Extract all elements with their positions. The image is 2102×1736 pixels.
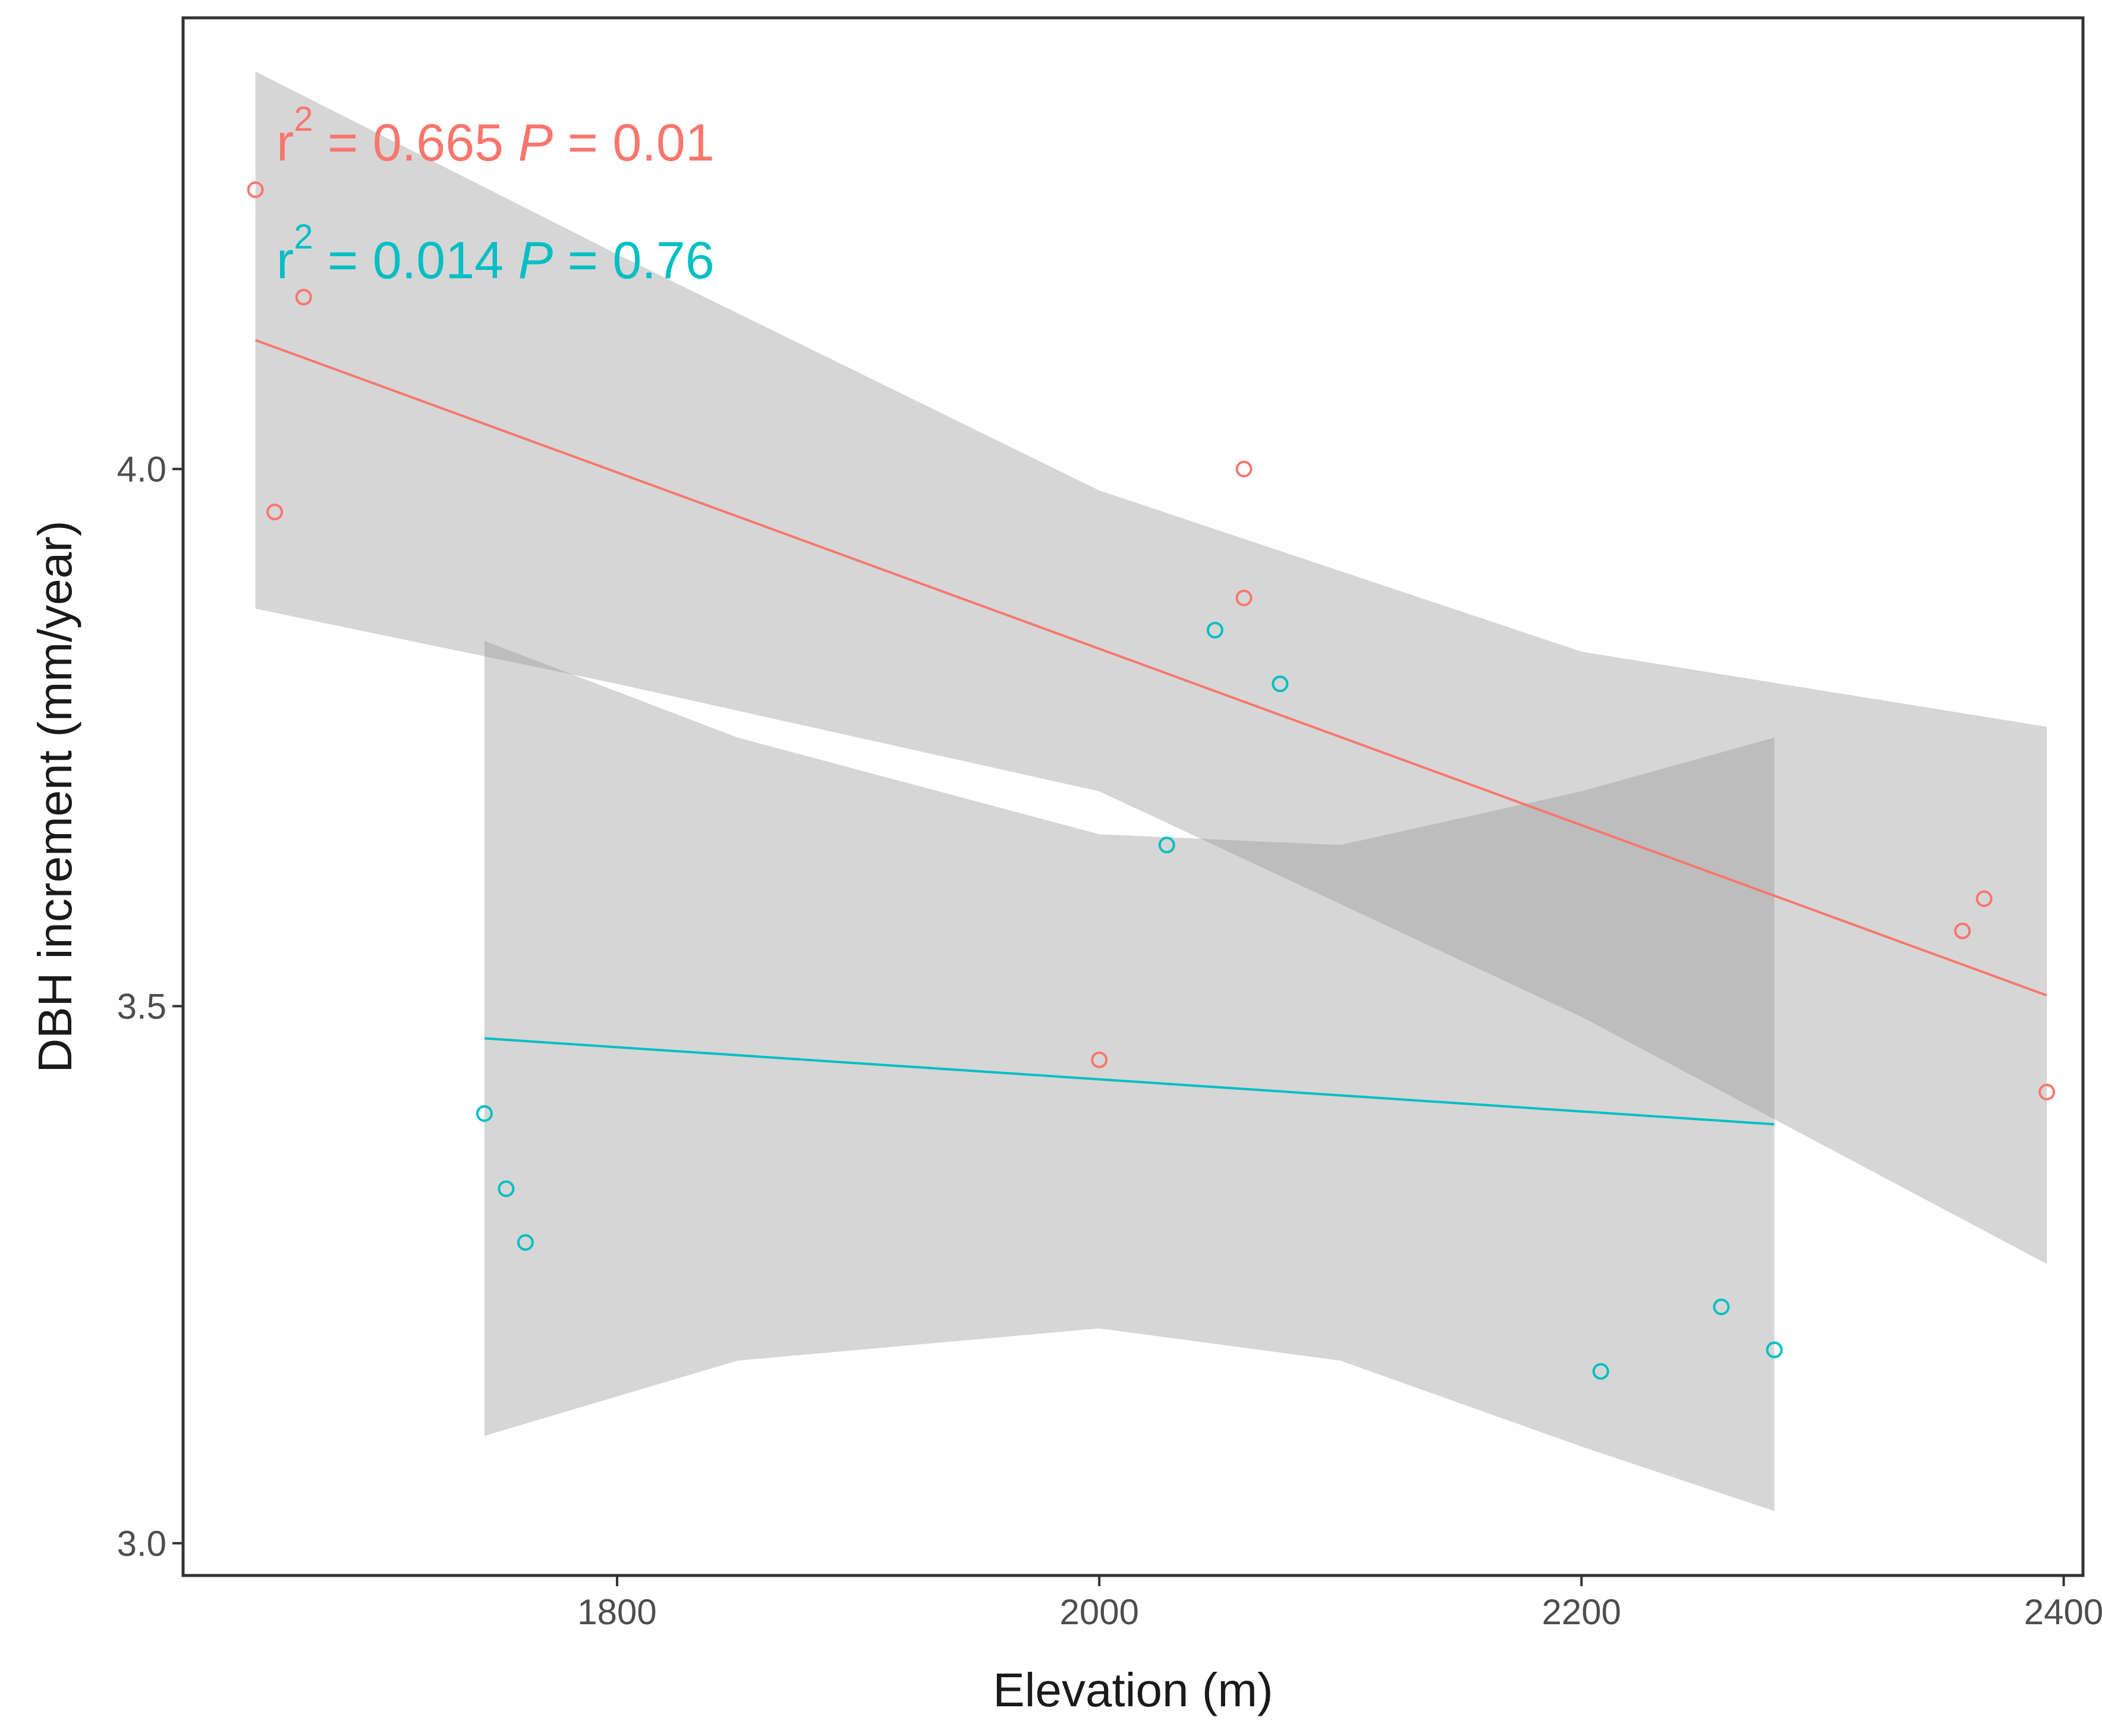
x-tick-label: 2000: [1059, 1592, 1138, 1632]
point-red: [1954, 922, 1971, 939]
point-red: [1975, 890, 1993, 907]
point-red: [295, 288, 312, 306]
point-teal: [1272, 675, 1289, 693]
y-tick-label: 3.0: [117, 1524, 166, 1564]
x-axis: 1800 2000 2200 2400: [577, 1575, 2102, 1632]
point-teal: [1158, 836, 1175, 854]
x-tick-label: 2400: [2024, 1592, 2102, 1632]
point-red: [1235, 589, 1253, 606]
data-points: [247, 181, 2056, 1380]
y-tick-label: 4.0: [117, 449, 166, 489]
annotation-teal: r2 = 0.014 P = 0.76: [276, 218, 715, 290]
point-teal: [1206, 621, 1223, 639]
point-red: [266, 504, 284, 521]
regression-lines: [254, 339, 2047, 1126]
point-red: [1091, 1051, 1108, 1068]
point-red: [1235, 460, 1253, 477]
point-teal: [1713, 1298, 1730, 1316]
y-axis: 3.0 3.5 4.0: [117, 449, 183, 1564]
point-teal: [1766, 1341, 1783, 1358]
point-red: [247, 181, 264, 199]
x-tick-label: 2200: [1542, 1592, 1621, 1632]
fit-line-red: [254, 339, 2047, 997]
x-tick-label: 1800: [577, 1592, 656, 1632]
fit-line-teal: [484, 1037, 1774, 1126]
plot-panel-border: [181, 16, 2085, 1577]
point-teal: [476, 1105, 493, 1122]
annotation-red: r2 = 0.665 P = 0.01: [276, 100, 715, 172]
point-red: [2038, 1083, 2056, 1100]
y-axis-title: DBH increment (mm/year): [29, 520, 81, 1073]
x-axis-title: Elevation (m): [993, 1663, 1273, 1716]
confidence-band-teal: [484, 641, 1774, 1511]
point-teal: [517, 1234, 534, 1251]
point-teal: [1592, 1363, 1609, 1380]
point-teal: [498, 1180, 515, 1197]
y-tick-label: 3.5: [117, 986, 166, 1026]
